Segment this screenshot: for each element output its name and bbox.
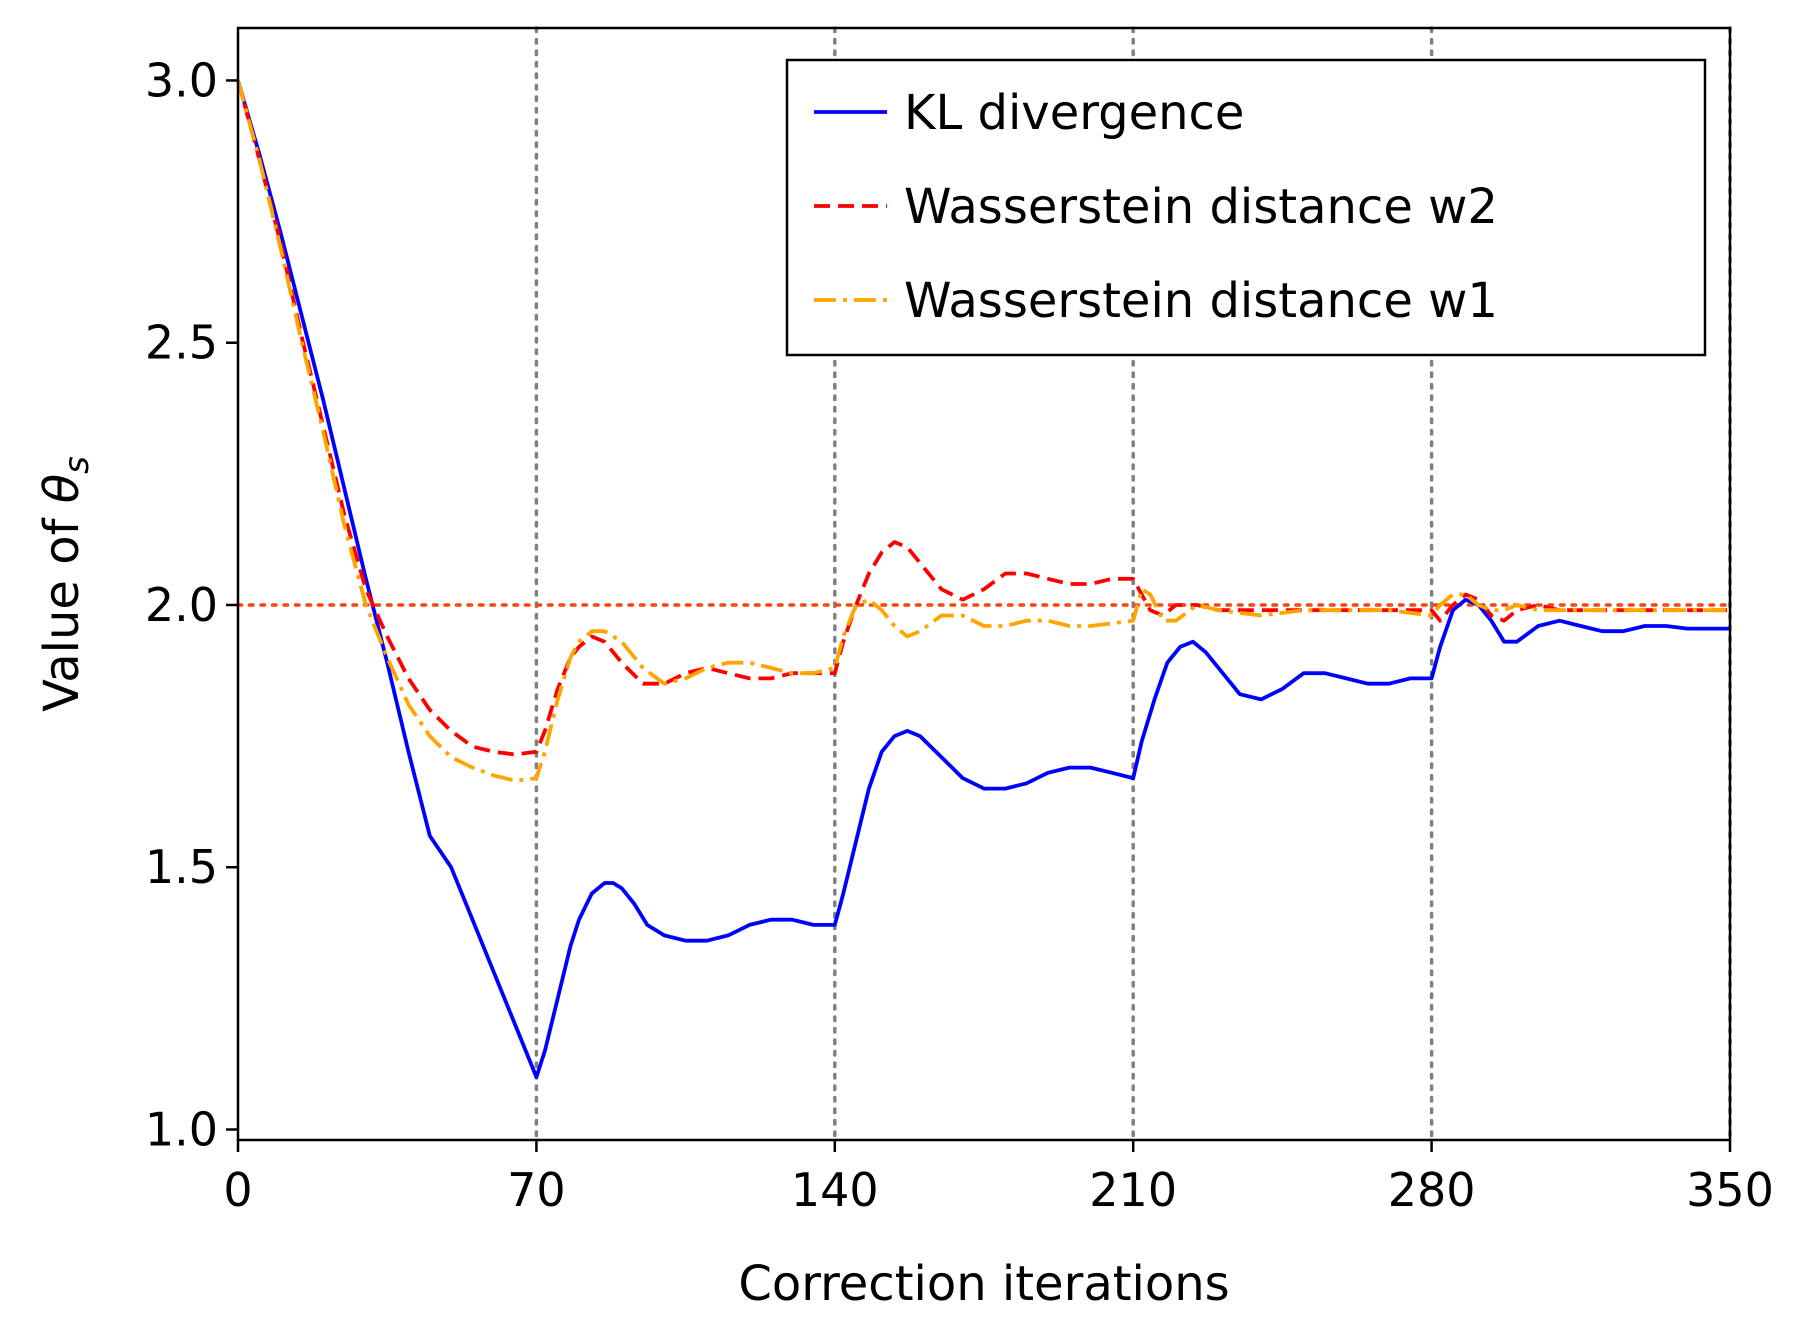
y-axis-label: Value of θs: [34, 456, 97, 712]
legend-label-kl: KL divergence: [904, 85, 1244, 141]
x-tick-label: 280: [1388, 1163, 1476, 1217]
y-tick-label: 2.0: [145, 578, 218, 632]
series-line-w2: [236, 80, 1730, 757]
y-axis-label-symbol: θ: [34, 474, 90, 503]
legend: KL divergence Wasserstein distance w2 Wass…: [785, 58, 1707, 357]
x-tick-label: 140: [791, 1163, 879, 1217]
plot-area-frame: [236, 26, 1732, 1142]
legend-label-w2: Wasserstein distance w2: [904, 179, 1498, 235]
y-tick-label: 1.5: [145, 840, 218, 894]
x-tick-label: 350: [1686, 1163, 1774, 1217]
series-layer: [236, 79, 1730, 1079]
y-tick-label: 2.5: [145, 316, 218, 370]
axis-ticks: 0 70 140 210 280 350 1.0 1.5 2.0 2.5 3.0: [145, 53, 1774, 1217]
series-line-w1: [236, 80, 1730, 783]
x-axis-label: Correction iterations: [738, 1256, 1229, 1312]
series-line-kl: [236, 79, 1730, 1079]
legend-label-w1: Wasserstein distance w1: [904, 273, 1498, 329]
y-tick-label: 1.0: [145, 1103, 218, 1157]
y-axis-label-subscript: s: [57, 456, 97, 474]
y-tick-label: 3.0: [145, 53, 218, 107]
x-tick-label: 210: [1089, 1163, 1177, 1217]
y-axis-label-prefix: Value of: [34, 503, 90, 712]
legend-box: [785, 58, 1707, 357]
x-tick-label: 0: [223, 1163, 252, 1217]
x-tick-label: 70: [507, 1163, 566, 1217]
